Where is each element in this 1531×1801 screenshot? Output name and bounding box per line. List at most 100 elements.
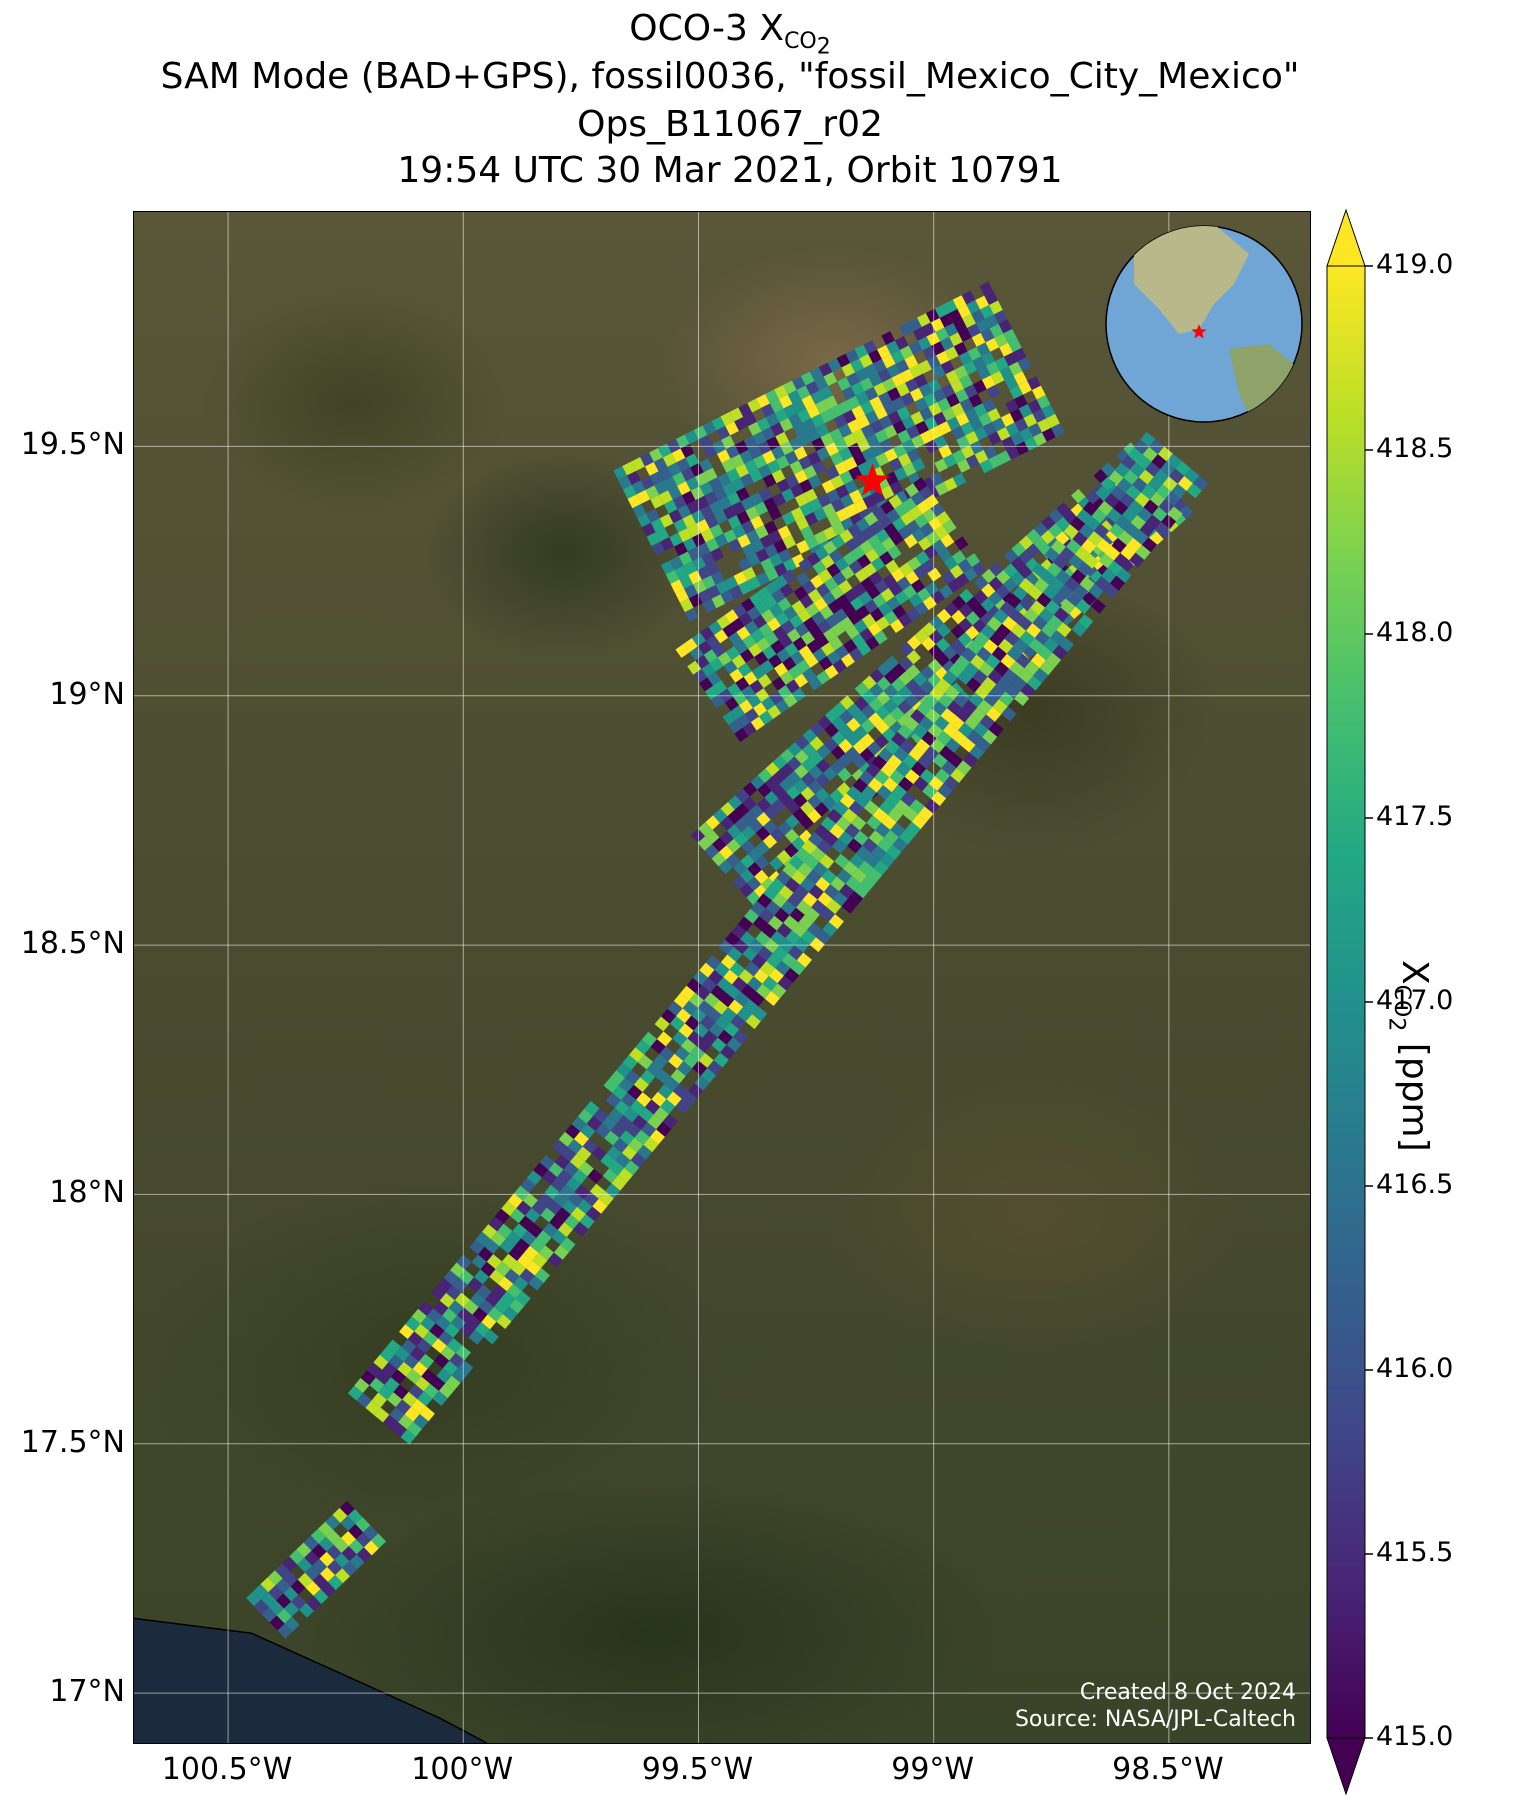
- globe-star-marker: [1191, 324, 1207, 339]
- sounding-cell: [867, 777, 884, 793]
- sounding-cell: [439, 1292, 455, 1308]
- sounding-cell: [989, 323, 1004, 338]
- sounding-cell: [934, 481, 949, 496]
- sounding-cell: [796, 899, 812, 915]
- map-panel[interactable]: Created 8 Oct 2024 Source: NASA/JPL-Calt…: [133, 211, 1311, 1744]
- sounding-cell: [1037, 645, 1053, 661]
- sounding-cell: [823, 831, 839, 847]
- sounding-cell: [467, 1277, 483, 1293]
- sounding-cell: [810, 846, 826, 862]
- sounding-cell: [624, 1160, 640, 1176]
- sounding-cell: [738, 580, 752, 595]
- sounding-cell: [783, 693, 798, 708]
- sounding-cell: [1074, 546, 1090, 562]
- sounding-cell: [808, 779, 823, 795]
- sounding-cell: [1018, 578, 1034, 593]
- sounding-cell: [791, 869, 807, 885]
- sounding-cell: [869, 683, 884, 698]
- sounding-cell: [731, 477, 745, 492]
- sounding-cell: [880, 500, 895, 515]
- sounding-cell: [1042, 584, 1058, 600]
- sounding-cell: [793, 778, 808, 794]
- sounding-cell: [677, 1061, 693, 1076]
- sounding-cell: [628, 1137, 644, 1153]
- sounding-cell: [832, 659, 847, 674]
- sounding-cell: [641, 522, 656, 537]
- sounding-cell: [702, 421, 717, 435]
- sounding-cell: [568, 1191, 584, 1207]
- sounding-cell: [868, 372, 883, 387]
- sounding-cell: [868, 697, 884, 713]
- sounding-cell: [707, 1060, 723, 1076]
- sounding-cell: [952, 295, 967, 309]
- sounding-cell: [326, 1529, 341, 1545]
- sounding-cell: [1000, 413, 1015, 427]
- sounding-cell: [411, 1399, 427, 1414]
- sounding-cell: [1120, 545, 1136, 561]
- sounding-cell: [958, 328, 972, 342]
- sounding-cell: [407, 1421, 423, 1437]
- sounding-cell: [784, 967, 800, 983]
- sounding-cell: [745, 506, 760, 521]
- sounding-cell: [825, 613, 840, 629]
- sounding-cell: [1042, 427, 1056, 442]
- sounding-cell: [313, 1588, 329, 1604]
- sounding-cell: [373, 1354, 389, 1370]
- sounding-cell: [906, 448, 921, 463]
- sounding-cell: [824, 737, 839, 752]
- sounding-cell: [779, 417, 794, 432]
- sounding-cell: [957, 632, 973, 647]
- sounding-cell: [768, 530, 783, 544]
- sounding-cell: [437, 1277, 453, 1293]
- sounding-cell: [932, 539, 947, 554]
- sounding-cell: [367, 1362, 383, 1378]
- sounding-cell: [458, 1269, 475, 1285]
- sounding-cell: [966, 677, 982, 693]
- sounding-cell: [583, 1191, 599, 1207]
- sounding-cell: [794, 749, 809, 765]
- sounding-cell: [341, 1531, 356, 1547]
- sounding-cell: [838, 724, 854, 739]
- sounding-cell: [1054, 607, 1070, 623]
- sounding-cell: [763, 594, 778, 609]
- sounding-cell: [625, 1069, 641, 1085]
- sounding-cell: [743, 671, 758, 686]
- sounding-cell: [931, 590, 946, 605]
- sounding-cell: [861, 424, 875, 439]
- sounding-cell: [892, 420, 907, 435]
- sounding-cell: [989, 631, 1005, 647]
- sounding-cell: [737, 916, 753, 932]
- sounding-cell: [981, 568, 996, 584]
- sounding-cell: [504, 1268, 520, 1284]
- sounding-cell: [854, 682, 870, 697]
- sounding-cell: [521, 1230, 537, 1246]
- sounding-cell: [883, 684, 899, 699]
- sounding-cell: [796, 571, 811, 586]
- sounding-cell: [655, 1069, 671, 1085]
- sounding-cell: [629, 1047, 645, 1063]
- sounding-cell: [876, 784, 892, 800]
- sounding-cell: [1107, 560, 1123, 576]
- sounding-cell: [670, 579, 685, 594]
- sounding-cell: [924, 494, 939, 509]
- sounding-cell: [792, 922, 808, 938]
- sounding-cell: [922, 345, 937, 360]
- sounding-cell: [801, 772, 816, 787]
- sounding-cell: [1145, 514, 1162, 530]
- sounding-cell: [660, 537, 675, 552]
- sounding-cell: [956, 760, 972, 776]
- sounding-cell: [518, 1215, 534, 1231]
- sounding-cell: [870, 419, 884, 434]
- sounding-cell: [856, 414, 870, 429]
- sounding-cell: [580, 1123, 596, 1139]
- sounding-cell: [1026, 675, 1042, 691]
- sounding-cell: [896, 406, 911, 421]
- sounding-cell: [858, 591, 873, 606]
- sounding-cell: [926, 308, 940, 323]
- sounding-cell: [438, 1330, 454, 1346]
- sounding-cell: [776, 849, 792, 865]
- sounding-cell: [755, 931, 771, 946]
- sounding-cell: [955, 654, 971, 670]
- sounding-cell: [943, 299, 958, 314]
- sounding-cell: [764, 543, 779, 558]
